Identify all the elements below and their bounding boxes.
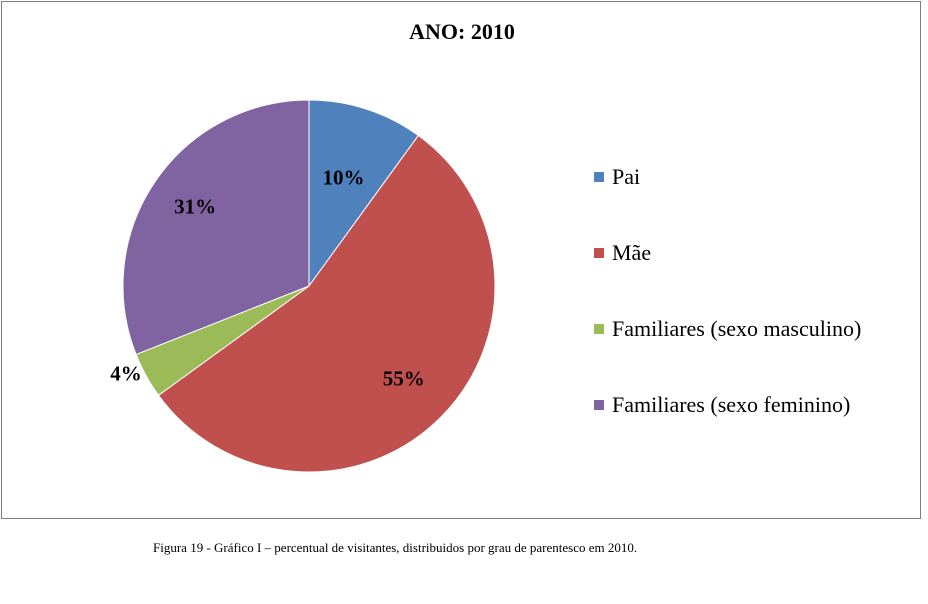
pie-slice-4 [122,99,310,356]
legend-swatch [594,248,604,258]
pie-chart: 10% 55% 4% 31% [110,99,496,473]
legend-label: Mãe [612,240,652,265]
figure-caption: Figura 19 - Gráfico I – percentual de vi… [153,540,638,555]
pie-slice-2 [157,134,496,473]
legend-label: Pai [612,164,641,189]
chart-title: ANO: 2010 [409,19,515,44]
legend-swatch [594,324,604,334]
pie-slice-1 [308,99,420,288]
data-label-3: 4% [110,361,142,385]
legend-swatch [594,172,604,182]
chart-frame: ANO: 2010 10% 55% 4% 31% Pai Mãe Familiares (… [1,1,921,519]
legend-label: Familiares (sexo feminino) [612,392,851,417]
data-label-4: 31% [174,194,216,218]
data-label-2: 55% [383,367,425,391]
legend-label: Familiares (sexo masculino) [612,316,862,341]
legend-swatch [594,400,604,410]
data-label-1: 10% [322,166,364,190]
